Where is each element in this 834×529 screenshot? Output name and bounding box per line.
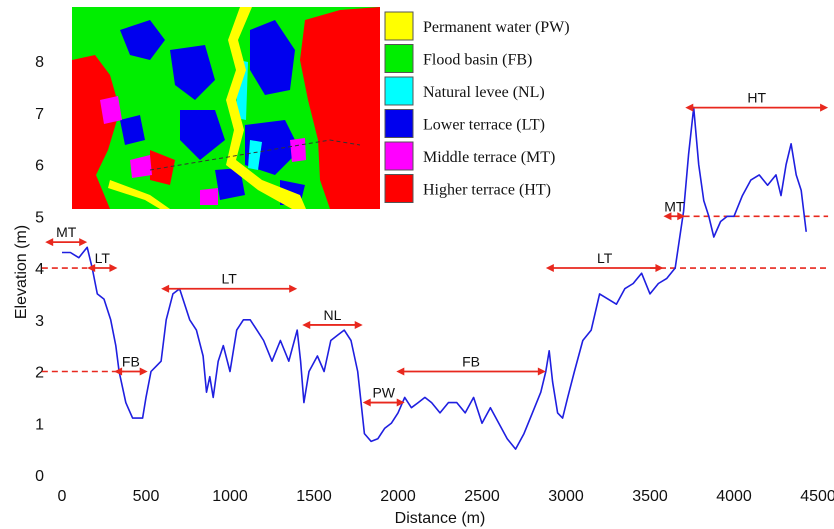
segment-label: HT [747, 90, 766, 106]
y-tick-label: 1 [35, 416, 44, 433]
segment-arrow: PW [362, 385, 405, 407]
legend-label: Permanent water (PW) [423, 19, 570, 36]
x-tick-label: 1000 [212, 488, 248, 505]
y-tick-label: 6 [35, 158, 44, 175]
segment-arrow-head-left [45, 238, 54, 247]
segment-arrow-head-left [161, 284, 170, 293]
legend-label: Natural levee (NL) [423, 84, 545, 101]
y-tick-label: 2 [35, 365, 44, 382]
y-tick-label: 3 [35, 313, 44, 330]
x-tick-label: 0 [58, 488, 67, 505]
x-axis-title: Distance (m) [395, 510, 486, 527]
segment-arrow-head-right [289, 284, 298, 293]
elevation-series-line [62, 106, 807, 450]
segment-arrow: HT [685, 90, 829, 112]
segment-arrow-head-right [396, 398, 405, 407]
y-axis-title: Elevation (m) [13, 225, 30, 319]
chart-axes: 0 500 1000 1500 2000 2500 3000 3500 4000 4500 0 1 2 3… [13, 54, 834, 527]
x-tick-label: 4500 [800, 488, 834, 505]
segment-label: LT [597, 250, 613, 266]
segment-annotations: MT LT FB LT NL PW FB LT MT HT [45, 90, 829, 407]
segment-label: LT [222, 271, 238, 287]
segment-arrow-head-right [655, 264, 664, 273]
legend-swatch [384, 174, 414, 203]
segment-arrow-head-right [677, 212, 686, 221]
segment-arrow: MT [663, 198, 686, 221]
x-tick-label: 2500 [464, 488, 500, 505]
segment-arrow: FB [114, 354, 148, 376]
x-tick-label: 3500 [632, 488, 668, 505]
legend-label: Lower terrace (LT) [423, 117, 545, 134]
segment-arrow-head-right [820, 103, 829, 112]
segment-arrow-head-right [79, 238, 88, 247]
segment-arrow-head-left [663, 212, 672, 221]
chart-legend: Permanent water (PW) Flood basin (FB) Natu… [384, 11, 570, 203]
segment-arrow-head-right [537, 367, 546, 376]
landform-map-inset [72, 7, 380, 209]
x-tick-label: 2000 [380, 488, 416, 505]
legend-swatch [384, 141, 414, 171]
segment-arrow-head-left [685, 103, 694, 112]
segment-arrow-head-left [545, 264, 554, 273]
segment-arrow: LT [545, 250, 664, 273]
segment-label: NL [324, 307, 342, 323]
x-tick-label: 4000 [716, 488, 752, 505]
segment-arrow-head-left [396, 367, 405, 376]
segment-arrow: FB [396, 354, 546, 376]
x-tick-label: 1500 [296, 488, 332, 505]
legend-swatch [384, 44, 414, 73]
segment-arrow-head-left [362, 398, 371, 407]
y-tick-label: 4 [35, 261, 44, 278]
segment-arrow: LT [161, 271, 298, 293]
y-tick-label: 8 [35, 54, 44, 71]
legend-label: Higher terrace (HT) [423, 182, 551, 199]
legend-swatch [384, 11, 414, 41]
segment-arrow-head-left [302, 320, 311, 329]
legend-label: Flood basin (FB) [423, 52, 532, 69]
legend-swatch [384, 109, 414, 138]
segment-arrow: NL [302, 307, 363, 329]
x-tick-label: 3000 [548, 488, 584, 505]
segment-arrow: MT [45, 224, 88, 247]
segment-arrow-head-left [87, 264, 96, 273]
segment-label: MT [664, 198, 685, 214]
segment-label: PW [372, 385, 395, 401]
segment-arrow-head-right [354, 320, 363, 329]
segment-label: LT [95, 250, 111, 266]
series-layer [62, 106, 807, 450]
y-tick-label: 7 [35, 106, 44, 123]
segment-arrow: LT [87, 250, 118, 273]
y-tick-label: 0 [35, 468, 44, 485]
segment-arrow-head-left [114, 367, 123, 376]
y-tick-label: 5 [35, 209, 44, 226]
segment-arrow-head-right [139, 367, 148, 376]
x-tick-label: 500 [133, 488, 160, 505]
segment-label: FB [462, 354, 480, 370]
legend-label: Middle terrace (MT) [423, 149, 555, 166]
segment-label: FB [122, 354, 140, 370]
legend-swatch [384, 76, 414, 106]
segment-label: MT [56, 224, 77, 240]
segment-arrow-head-right [109, 264, 118, 273]
